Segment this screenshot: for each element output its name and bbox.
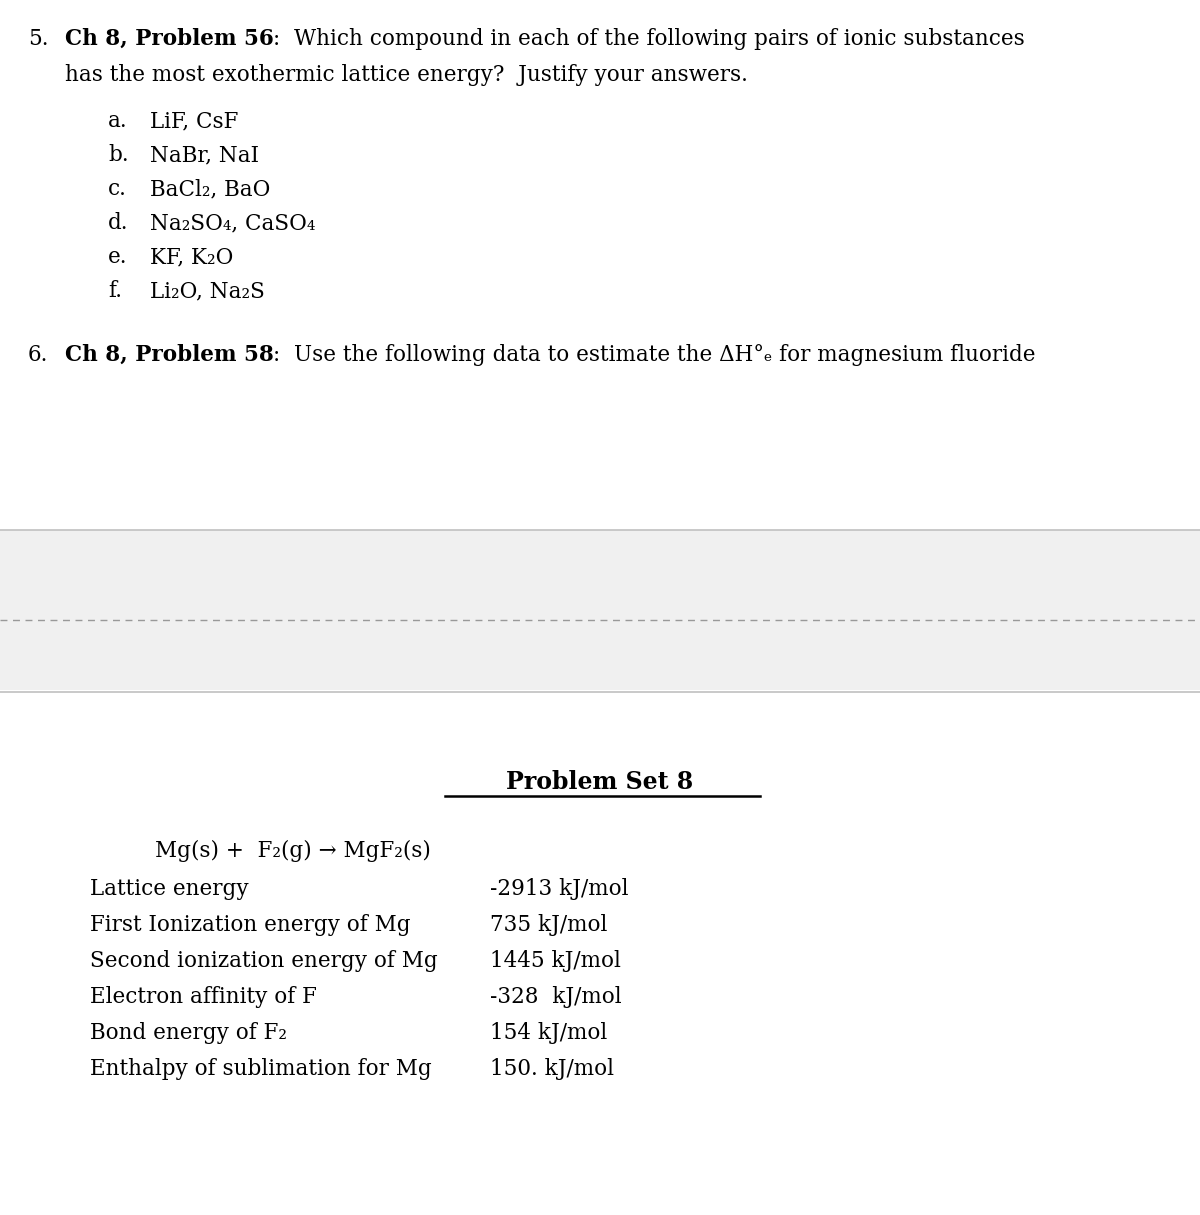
Text: Ch 8, Problem 56: Ch 8, Problem 56 bbox=[65, 28, 274, 50]
Text: KF, K₂O: KF, K₂O bbox=[150, 245, 233, 269]
Text: :  Which compound in each of the following pairs of ionic substances: : Which compound in each of the followin… bbox=[274, 28, 1025, 50]
Text: Mg(s) +  F₂(g) → MgF₂(s): Mg(s) + F₂(g) → MgF₂(s) bbox=[155, 840, 431, 863]
Text: c.: c. bbox=[108, 179, 127, 200]
Text: e.: e. bbox=[108, 245, 127, 269]
Text: 1445 kJ/mol: 1445 kJ/mol bbox=[490, 950, 620, 972]
Text: Problem Set 8: Problem Set 8 bbox=[506, 770, 694, 793]
Text: d.: d. bbox=[108, 211, 128, 234]
Text: 6.: 6. bbox=[28, 344, 48, 366]
Text: Ch 8, Problem 58: Ch 8, Problem 58 bbox=[65, 344, 274, 366]
Text: Na₂SO₄, CaSO₄: Na₂SO₄, CaSO₄ bbox=[150, 211, 316, 234]
Text: Electron affinity of F: Electron affinity of F bbox=[90, 987, 317, 1008]
Text: 735 kJ/mol: 735 kJ/mol bbox=[490, 914, 607, 936]
Text: Enthalpy of sublimation for Mg: Enthalpy of sublimation for Mg bbox=[90, 1058, 432, 1080]
Text: f.: f. bbox=[108, 279, 122, 303]
Text: b.: b. bbox=[108, 145, 128, 166]
Text: 150. kJ/mol: 150. kJ/mol bbox=[490, 1058, 614, 1080]
Text: :  Use the following data to estimate the ΔH°ₑ for magnesium fluoride: : Use the following data to estimate the… bbox=[274, 344, 1036, 366]
Text: Second ionization energy of Mg: Second ionization energy of Mg bbox=[90, 950, 438, 972]
Text: -328  kJ/mol: -328 kJ/mol bbox=[490, 987, 622, 1008]
Text: LiF, CsF: LiF, CsF bbox=[150, 111, 239, 132]
Text: 5.: 5. bbox=[28, 28, 48, 50]
Text: Li₂O, Na₂S: Li₂O, Na₂S bbox=[150, 279, 265, 303]
Text: NaBr, NaI: NaBr, NaI bbox=[150, 145, 259, 166]
Text: Lattice energy: Lattice energy bbox=[90, 878, 248, 900]
Text: has the most exothermic lattice energy?  Justify your answers.: has the most exothermic lattice energy? … bbox=[65, 64, 748, 86]
Text: -2913 kJ/mol: -2913 kJ/mol bbox=[490, 878, 629, 900]
Text: 154 kJ/mol: 154 kJ/mol bbox=[490, 1022, 607, 1044]
Text: First Ionization energy of Mg: First Ionization energy of Mg bbox=[90, 914, 410, 936]
Text: a.: a. bbox=[108, 111, 127, 132]
Text: BaCl₂, BaO: BaCl₂, BaO bbox=[150, 179, 270, 200]
Text: Bond energy of F₂: Bond energy of F₂ bbox=[90, 1022, 287, 1044]
Bar bbox=[0, 530, 1200, 690]
